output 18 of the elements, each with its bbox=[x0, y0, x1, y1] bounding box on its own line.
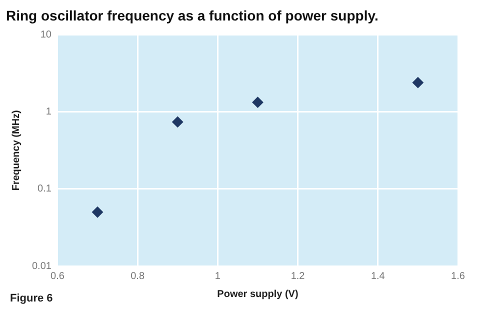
x-axis-title: Power supply (V) bbox=[217, 288, 298, 300]
point bbox=[252, 96, 264, 108]
y-tick-label: 10 bbox=[40, 30, 52, 41]
point bbox=[92, 206, 104, 218]
x-tick-label: 1.4 bbox=[370, 270, 386, 282]
y-tick-label: 0.1 bbox=[38, 184, 52, 195]
x-tick-label: 1.6 bbox=[451, 270, 466, 282]
point bbox=[412, 77, 424, 88]
x-tick-label: 0.6 bbox=[50, 270, 65, 282]
caption: Figure 6 bbox=[10, 292, 53, 305]
x-tick-label: 1.2 bbox=[290, 270, 306, 282]
x-tick-label: 0.8 bbox=[130, 270, 145, 282]
y-tick-label: 1 bbox=[46, 106, 52, 118]
point bbox=[172, 116, 184, 128]
y-axis-title: Frequency (MHz) bbox=[10, 110, 22, 191]
x-tick-label: 1 bbox=[214, 270, 221, 282]
chart-title: Ring oscillator frequency as a function of power supply. bbox=[6, 7, 378, 24]
y-tick-label: 0.01 bbox=[32, 260, 52, 272]
